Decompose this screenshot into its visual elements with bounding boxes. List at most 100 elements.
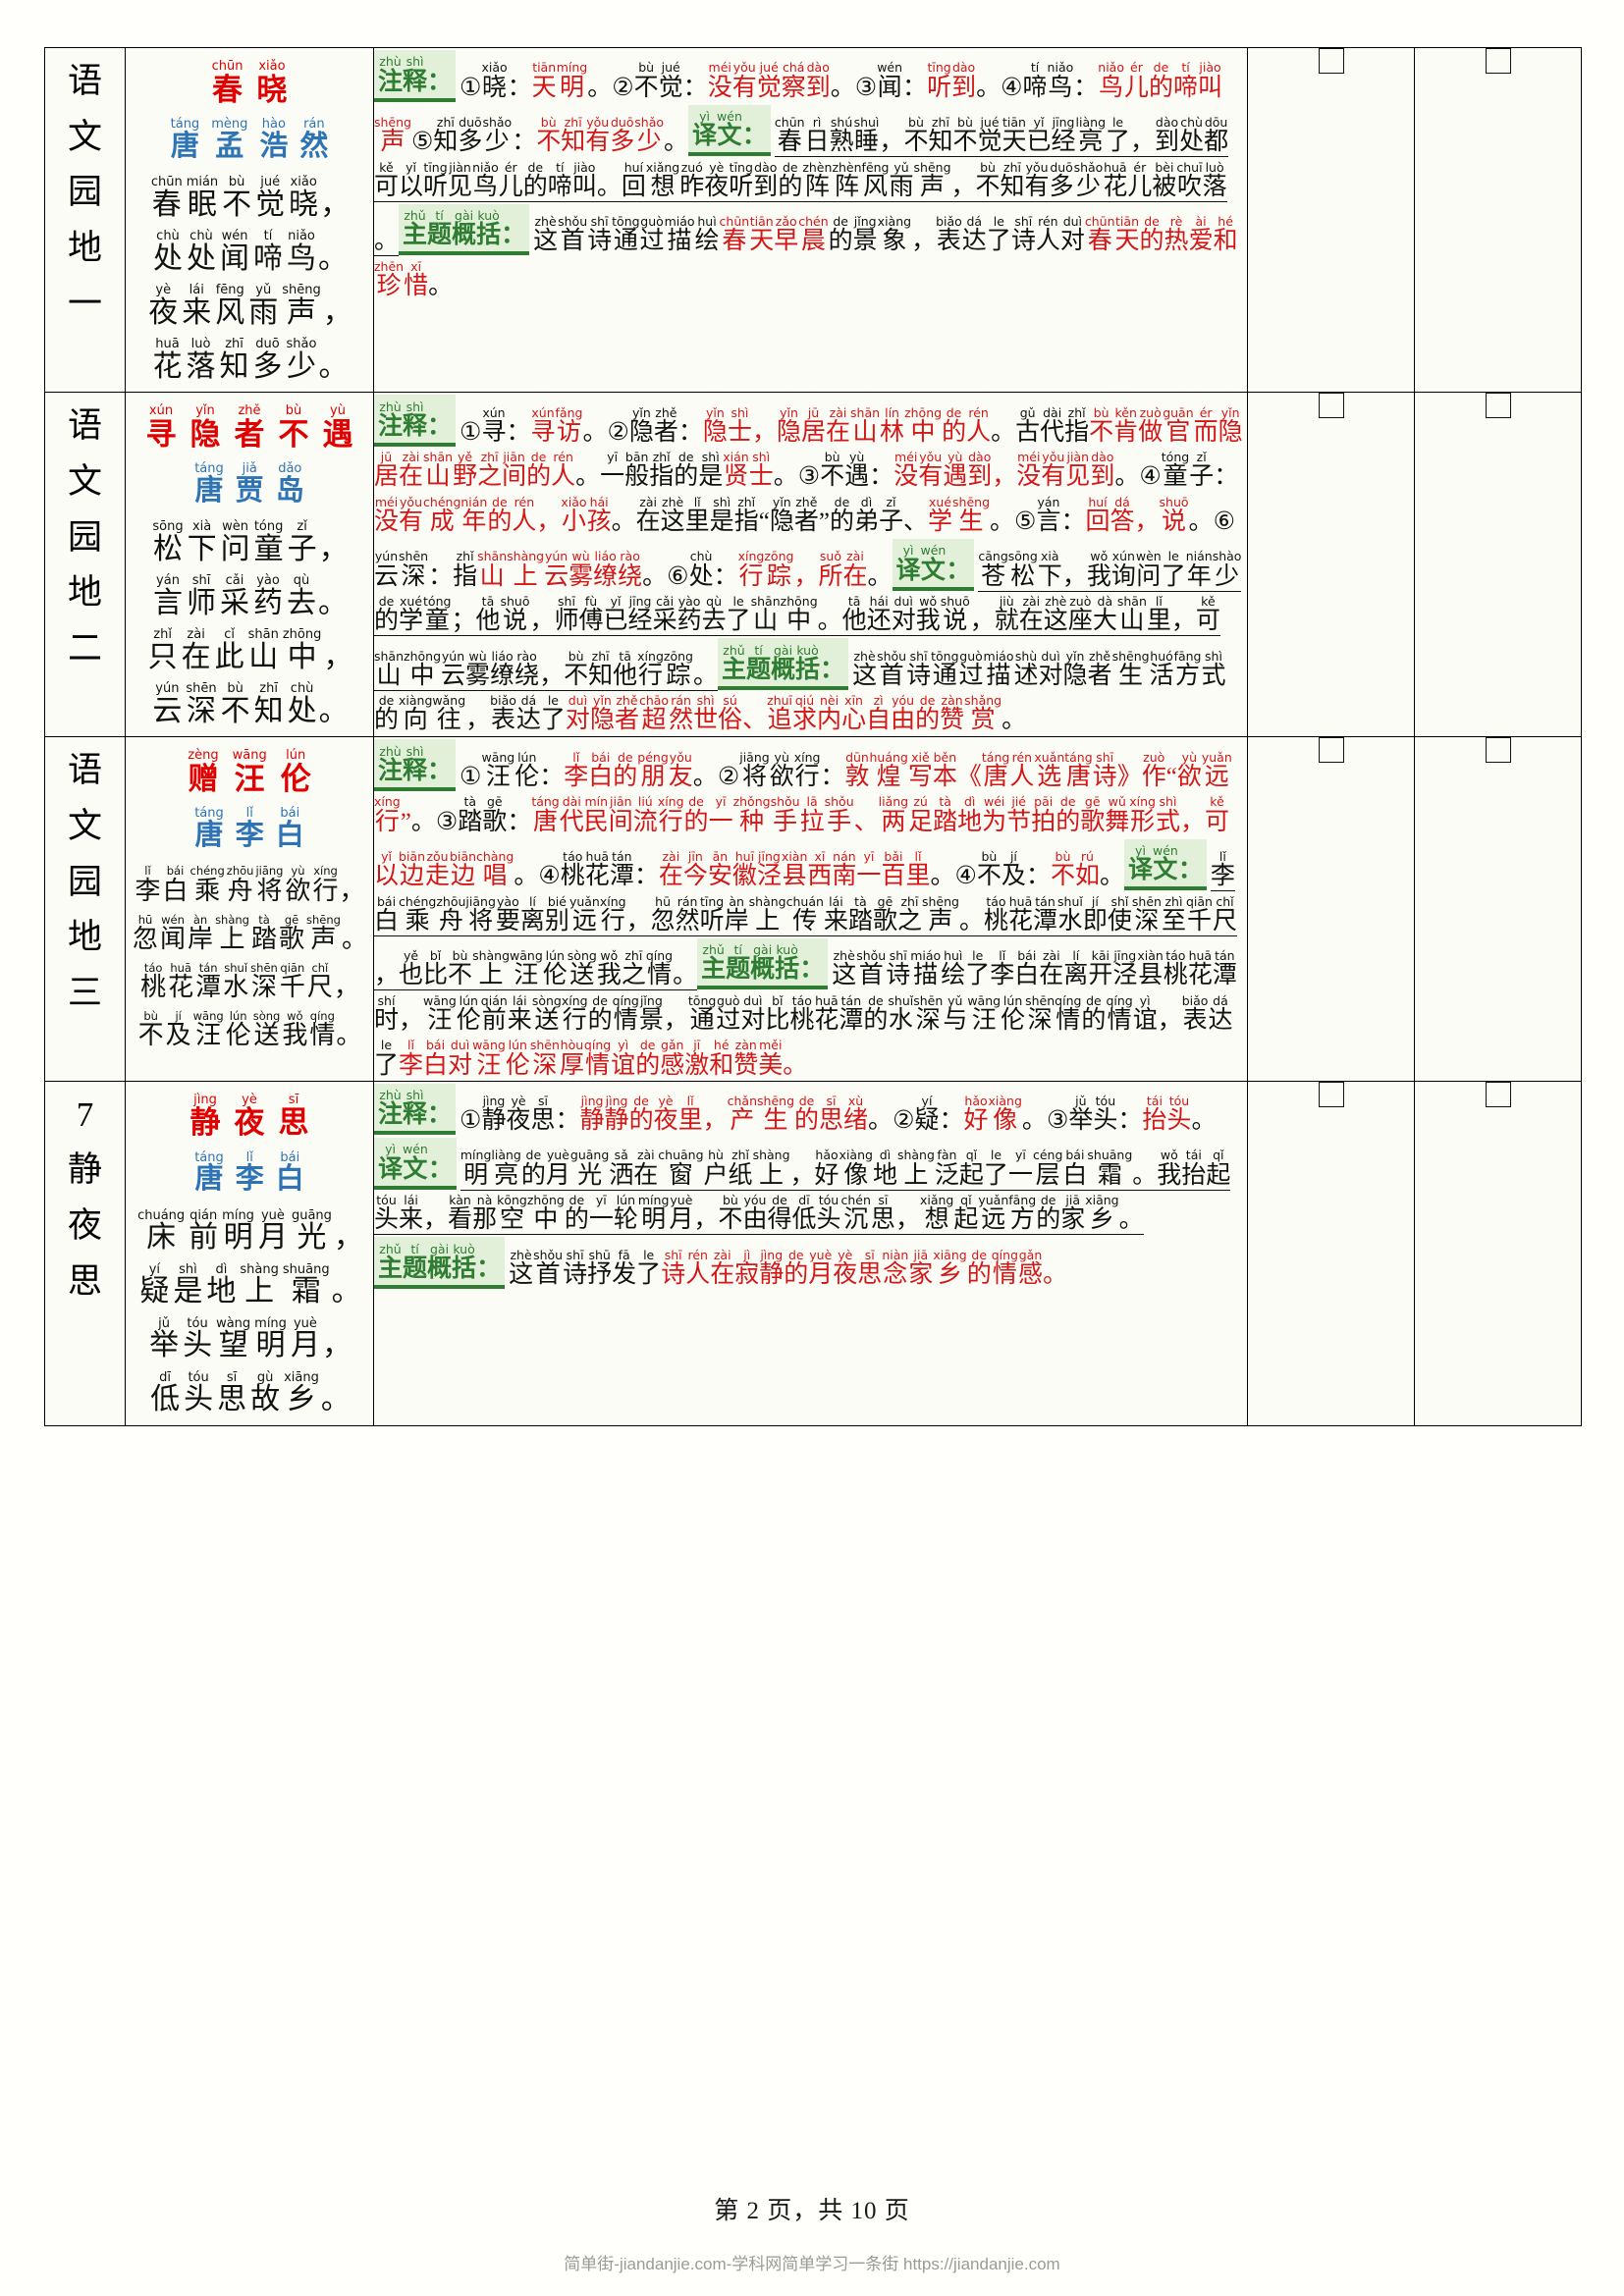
- hanzi: 伦: [1001, 1006, 1026, 1034]
- checkbox[interactable]: [1485, 393, 1511, 419]
- hanzi: 多: [252, 349, 283, 383]
- pinyin: dá: [966, 214, 983, 230]
- pinyin: dài: [562, 794, 581, 810]
- annotated-char: míng 明: [638, 1194, 670, 1234]
- text-glyph: ④: [1001, 74, 1023, 101]
- checkbox-cell-2[interactable]: [1414, 1080, 1582, 1426]
- checkbox-cell-2[interactable]: [1414, 392, 1582, 738]
- hanzi: 绪: [843, 1107, 869, 1135]
- text-glyph: ⑥: [667, 562, 689, 590]
- hanzi: 思: [819, 1107, 844, 1135]
- hanzi: 昨: [679, 173, 705, 200]
- pinyin: jiān: [503, 450, 525, 465]
- hanzi: 行: [600, 907, 625, 934]
- text-glyph: ③: [435, 808, 459, 835]
- text-glyph: ③: [797, 463, 821, 491]
- pinyin: zhī: [1003, 159, 1022, 175]
- pinyin: xún: [482, 404, 506, 420]
- checkbox-cell-1[interactable]: [1247, 736, 1415, 1082]
- hanzi: 贤: [723, 463, 748, 491]
- annotated-char: shī 诗: [886, 949, 910, 989]
- annotated-char: shuǐ 水: [888, 993, 913, 1035]
- hanzi: 起: [953, 1206, 979, 1234]
- annotated-char: de 的: [829, 215, 853, 255]
- pinyin: shàng: [507, 549, 545, 564]
- pinyin: de: [592, 992, 608, 1008]
- checkbox[interactable]: [1318, 48, 1344, 74]
- checkbox[interactable]: [1318, 737, 1344, 764]
- checkbox-cell-1[interactable]: [1247, 392, 1415, 738]
- pinyin: wāng: [192, 1008, 224, 1023]
- annotated-char: xiāng 乡: [1085, 1194, 1118, 1234]
- pinyin: lún: [1002, 992, 1023, 1008]
- pinyin: tà: [854, 893, 867, 909]
- hanzi: 感: [1017, 1260, 1043, 1288]
- hanzi: 的: [522, 173, 548, 200]
- annotated-char: tóng 童: [254, 520, 284, 565]
- pinyin: chù: [1180, 114, 1203, 130]
- poem-block: zèng 赠 wāng 汪 lún 伦 táng 唐 lǐ 李 bái 白 lǐ 李 bái 白 chéng 乘 z…: [126, 749, 373, 1049]
- annotated-char: bái 白: [162, 865, 188, 904]
- hanzi: 伦: [280, 762, 311, 797]
- hanzi: 释: [403, 412, 428, 440]
- checkbox-cell-2[interactable]: [1414, 46, 1582, 394]
- hanzi: 遇: [322, 416, 353, 452]
- annotated-char: lún 伦: [514, 750, 539, 791]
- annotated-char: chù 处: [689, 550, 714, 590]
- pinyin: gǎn: [660, 1038, 684, 1053]
- hanzi: 唐: [194, 474, 224, 507]
- annotated-char: yì 译: [378, 1143, 403, 1183]
- hanzi: 啼: [1173, 74, 1199, 101]
- annotated-char: zǐ 子: [288, 520, 317, 565]
- pinyin: hái: [589, 494, 609, 509]
- checkbox[interactable]: [1485, 1081, 1511, 1107]
- pinyin: chǐ: [1216, 893, 1234, 909]
- pinyin: shàng: [752, 1148, 790, 1163]
- pinyin: yǐ: [381, 848, 392, 864]
- pinyin: jué: [260, 175, 281, 190]
- checkbox[interactable]: [1485, 48, 1511, 74]
- checkbox[interactable]: [1485, 737, 1511, 764]
- pinyin: jīng: [758, 848, 781, 864]
- annotated-char: xíng 行: [738, 550, 765, 590]
- pinyin: chéng: [189, 864, 225, 879]
- checkbox[interactable]: [1318, 1081, 1344, 1107]
- pinyin: zhù: [379, 743, 402, 759]
- pinyin: shēng: [921, 893, 959, 909]
- text-glyph: ：: [1073, 74, 1099, 101]
- hanzi: 赏: [970, 707, 996, 734]
- hanzi: 好: [963, 1107, 989, 1135]
- annotated-char: wāng 汪: [967, 993, 1001, 1035]
- annotated-char: fàn 泛: [935, 1148, 959, 1189]
- hanzi: 汪: [234, 762, 265, 797]
- hanzi: 可: [1195, 608, 1220, 635]
- hanzi: 已: [1026, 129, 1052, 156]
- annotated-char: xiàng 向: [399, 694, 432, 734]
- poem-line: zhǐ 只 zài 在 cǐ 此 shān 山 zhōng 中，: [126, 628, 373, 673]
- pinyin: xiàng: [988, 1093, 1022, 1108]
- hanzi: 人: [551, 463, 576, 491]
- hanzi: 达: [515, 707, 541, 734]
- hanzi: 白: [1014, 962, 1040, 989]
- pinyin: gài: [753, 942, 773, 958]
- hanzi: 静: [759, 1260, 785, 1288]
- pinyin: yuè: [293, 1315, 317, 1331]
- checkbox[interactable]: [1318, 393, 1344, 419]
- annotated-char: dào 到: [1155, 116, 1179, 156]
- hanzi: 缭: [490, 662, 515, 689]
- annotated-char: zhī 之: [622, 949, 646, 989]
- hanzi: 了: [540, 707, 566, 734]
- hanzi: 上: [759, 1161, 785, 1189]
- hanzi: 民: [583, 808, 609, 835]
- pinyin: zuò: [1069, 593, 1092, 609]
- checkbox-cell-1[interactable]: [1247, 1080, 1415, 1426]
- pinyin: tán: [198, 960, 218, 975]
- pinyin: nián: [1185, 549, 1213, 564]
- text-glyph: 。: [1188, 507, 1214, 535]
- checkbox-cell-2[interactable]: [1414, 736, 1582, 1082]
- annotated-char: tí 题: [427, 209, 452, 249]
- pinyin: shì: [731, 404, 749, 420]
- hanzi: 要: [495, 907, 520, 934]
- checkbox-cell-1[interactable]: [1247, 46, 1415, 394]
- hanzi: 不: [952, 129, 978, 156]
